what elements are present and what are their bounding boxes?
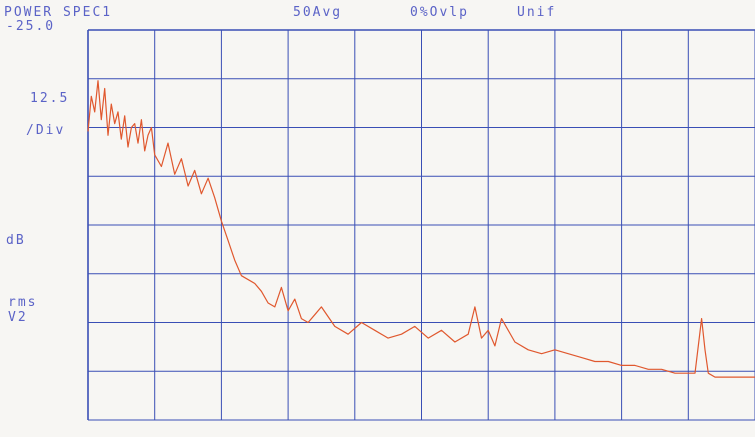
y-unit-db: dB xyxy=(6,233,26,248)
overlap-label: 0%Ovlp xyxy=(410,5,469,20)
averaging-label: 50Avg xyxy=(293,5,343,20)
window-label: Unif xyxy=(517,5,557,20)
y-scale-unit: /Div xyxy=(26,123,66,138)
y-unit-rms: rms xyxy=(8,295,38,310)
chart-title: POWER SPEC1 xyxy=(4,5,113,20)
grid xyxy=(87,29,755,421)
y-top-value: -25.0 xyxy=(6,19,56,34)
spectrum-trace xyxy=(87,80,755,378)
y-unit-v2: V2 xyxy=(8,310,28,325)
y-scale-value: 12.5 xyxy=(30,91,70,106)
